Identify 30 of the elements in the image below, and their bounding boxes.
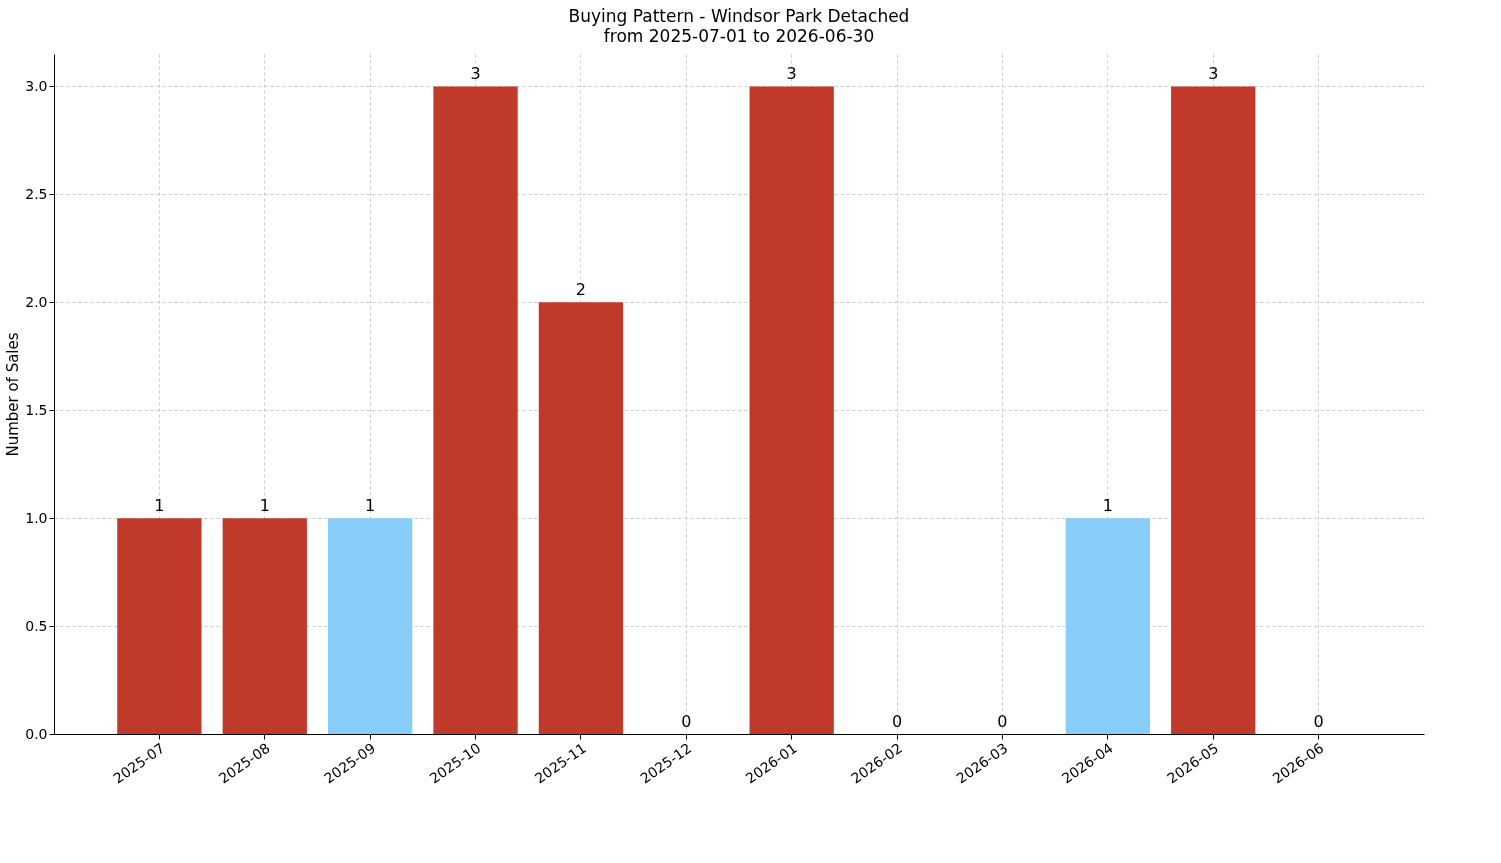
y-tick-label: 0.5	[25, 617, 48, 634]
data-label: 2	[575, 280, 587, 300]
y-axis-title: Number of Sales	[4, 332, 23, 457]
y-tick-label: 3.0	[25, 77, 48, 94]
y-tick-label: 2.0	[25, 293, 48, 310]
data-label: 1	[259, 496, 270, 516]
bar	[328, 518, 413, 734]
y-tick-label: 1.0	[25, 509, 48, 526]
bar	[1065, 518, 1150, 734]
y-tick-label: 2.5	[25, 185, 48, 202]
y-tick-label: 0.0	[25, 725, 48, 742]
y-tick-label: 1.5	[25, 401, 48, 418]
bar	[433, 86, 518, 734]
chart-subtitle: from 2025-07-01 to 2026-06-30	[603, 26, 875, 46]
data-label: 3	[786, 64, 797, 84]
data-label: 0	[681, 712, 692, 731]
chart-title: Buying Pattern - Windsor Park Detached	[568, 6, 910, 26]
bar	[538, 302, 624, 734]
data-label: 0	[891, 712, 903, 731]
data-label: 1	[1102, 496, 1113, 516]
data-label: 3	[1208, 64, 1219, 84]
bar	[1171, 86, 1256, 734]
data-label: 1	[154, 496, 165, 516]
data-label: 0	[1313, 712, 1324, 731]
bar	[117, 518, 202, 734]
data-label: 3	[470, 64, 481, 84]
bar	[749, 86, 834, 734]
bar	[222, 518, 307, 734]
data-label: 1	[365, 496, 376, 516]
data-label: 0	[997, 712, 1008, 731]
